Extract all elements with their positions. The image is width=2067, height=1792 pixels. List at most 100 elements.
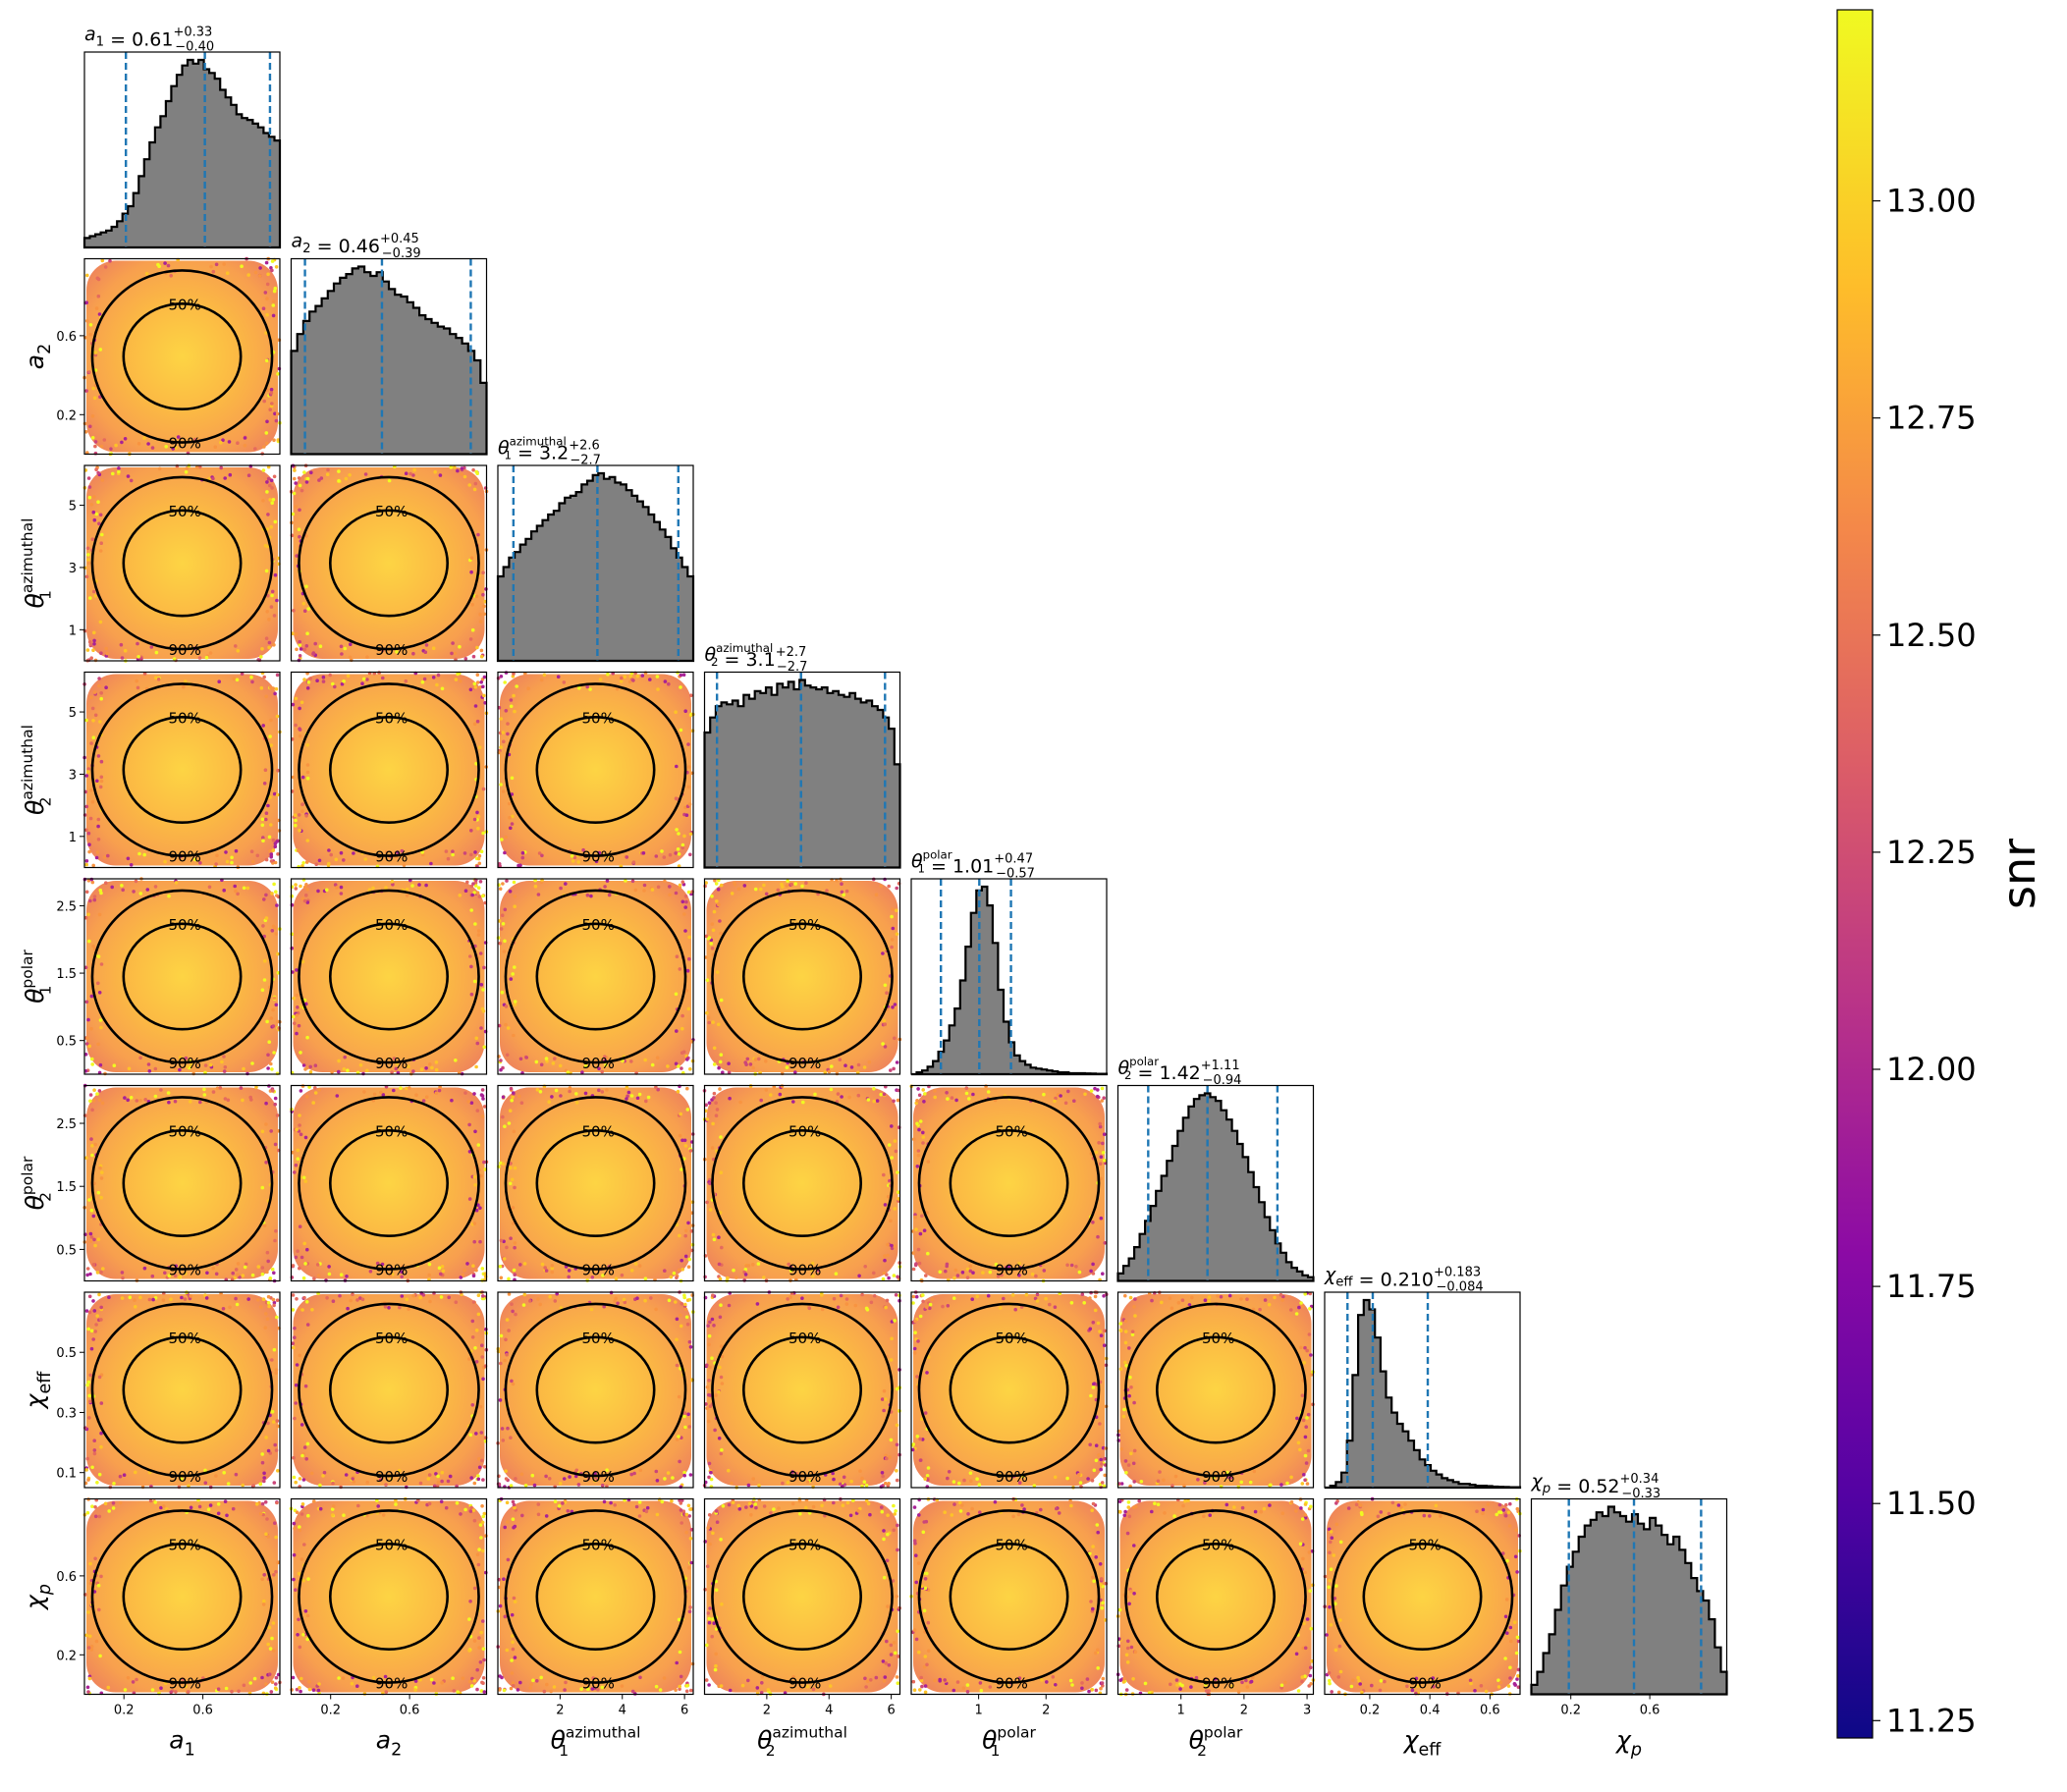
- sample-point: [97, 312, 102, 316]
- sample-point: [583, 1091, 588, 1096]
- sample-point: [428, 1299, 432, 1304]
- sample-point: [517, 863, 520, 868]
- sample-point: [719, 1684, 724, 1688]
- sample-point: [895, 1442, 899, 1447]
- sample-point: [325, 472, 330, 477]
- scatter-panel-theta2_az-chi_eff: 50%90%: [702, 1290, 901, 1490]
- sample-point: [302, 470, 306, 474]
- contour-90: [90, 889, 274, 1064]
- sample-point: [501, 789, 506, 793]
- y-axis-label: θazimuthal1: [19, 518, 55, 609]
- sample-point: [346, 674, 351, 679]
- sample-point: [481, 1619, 485, 1623]
- sample-point: [322, 1470, 327, 1475]
- sample-point: [680, 1268, 684, 1272]
- sample-point: [1125, 1646, 1130, 1651]
- sample-point: [912, 1351, 917, 1355]
- sample-point: [269, 1016, 274, 1020]
- sample-point: [341, 1676, 346, 1680]
- sample-point: [467, 1197, 472, 1201]
- sample-point: [679, 1112, 682, 1116]
- sample-point: [467, 1122, 471, 1127]
- sample-point: [890, 1246, 895, 1251]
- sample-point: [512, 1268, 517, 1273]
- sample-point: [922, 1100, 926, 1104]
- sample-point: [887, 1143, 892, 1147]
- contour-90: [504, 1509, 687, 1684]
- y-axis-label: χp: [21, 1584, 55, 1611]
- sample-point: [624, 879, 627, 883]
- sample-point: [705, 1200, 709, 1205]
- sample-point: [479, 1026, 483, 1030]
- sample-point: [662, 1676, 667, 1680]
- sample-point: [135, 1099, 139, 1103]
- sample-point: [85, 546, 90, 551]
- x-tick-label: 0.6: [1640, 1704, 1660, 1718]
- hist-title: θazimuthal 2 = 3.1+2.7 −2.7: [705, 641, 808, 675]
- sample-point: [95, 779, 99, 784]
- sample-point: [470, 1676, 474, 1681]
- sample-point: [94, 512, 99, 516]
- sample-point: [344, 476, 349, 481]
- sample-point: [1089, 1089, 1094, 1093]
- sample-point: [880, 1471, 885, 1475]
- sample-point: [422, 677, 427, 681]
- sample-point: [253, 447, 257, 451]
- sample-cloud: [913, 1500, 1105, 1693]
- sample-point: [1300, 1482, 1305, 1486]
- y-axis-label: a2: [21, 344, 55, 369]
- sample-point: [712, 1621, 716, 1625]
- sample-point: [1495, 1512, 1498, 1517]
- sample-point: [310, 1308, 314, 1312]
- sample-point: [267, 1672, 272, 1676]
- contour-90: [504, 682, 687, 857]
- sample-point: [181, 1677, 186, 1681]
- sample-point: [1088, 1327, 1093, 1331]
- sample-point: [1207, 1295, 1212, 1299]
- sample-point: [133, 1298, 136, 1302]
- sample-point: [421, 1099, 426, 1103]
- sample-point: [381, 676, 385, 680]
- panel-frame: [1530, 1497, 1728, 1696]
- sample-point: [1301, 1418, 1306, 1423]
- sample-point: [840, 1095, 843, 1099]
- sample-point: [86, 767, 91, 771]
- sample-point: [1468, 1678, 1473, 1683]
- sample-point: [1127, 1602, 1131, 1606]
- sample-point: [706, 1015, 711, 1020]
- sample-point: [836, 1092, 841, 1096]
- sample-point: [923, 1092, 927, 1096]
- sample-point: [440, 1681, 445, 1685]
- sample-point: [97, 1375, 102, 1380]
- sample-point: [472, 1518, 477, 1523]
- sample-point: [710, 1146, 715, 1150]
- contour-label-50: 50%: [996, 1330, 1028, 1347]
- sample-point: [497, 919, 502, 923]
- sample-point: [631, 860, 636, 864]
- sample-point: [86, 1478, 90, 1482]
- sample-point: [271, 313, 276, 318]
- sample-point: [321, 675, 326, 679]
- sample-point: [615, 686, 620, 691]
- sample-point: [1512, 1620, 1517, 1624]
- sample-point: [441, 1269, 446, 1274]
- sample-point: [302, 1543, 306, 1547]
- sample-point: [292, 1475, 297, 1480]
- panel-frame: [1324, 1291, 1521, 1489]
- sample-point: [120, 1271, 125, 1275]
- sample-point: [759, 887, 763, 892]
- sample-point: [1096, 1666, 1100, 1670]
- sample-point: [704, 881, 708, 885]
- contour-label-50: 50%: [582, 709, 615, 727]
- sample-point: [683, 929, 687, 933]
- sample-point: [271, 303, 276, 307]
- sample-point: [635, 674, 640, 679]
- sample-point: [1088, 1442, 1092, 1447]
- sample-point: [825, 889, 829, 893]
- sample-point: [793, 882, 797, 886]
- sample-point: [1503, 1513, 1508, 1518]
- contour-label-90: 90%: [169, 641, 201, 659]
- sample-point: [84, 574, 89, 579]
- sample-point: [462, 1269, 466, 1273]
- sample-point: [1207, 1689, 1211, 1693]
